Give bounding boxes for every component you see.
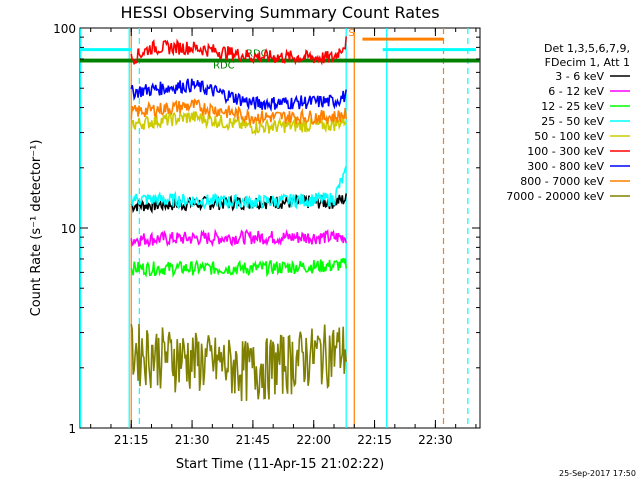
- y-tick-label: 1: [68, 422, 76, 436]
- series-line: [130, 257, 347, 278]
- x-tick-label: 21:30: [175, 433, 210, 447]
- series-line: [130, 78, 347, 112]
- chart-title: HESSI Observing Summary Count Rates: [120, 3, 439, 22]
- legend-entry-label: 800 - 7000 keV: [520, 175, 604, 188]
- x-tick-label: 21:15: [114, 433, 149, 447]
- legend-entry-label: 7000 - 20000 keV: [506, 190, 604, 203]
- legend-header: Det 1,3,5,6,7,9,: [544, 42, 630, 55]
- y-tick-label: 100: [53, 22, 76, 36]
- series-line: [130, 165, 347, 210]
- flag-label: S: [348, 28, 354, 39]
- y-axis-label: Count Rate (s⁻¹ detector⁻¹): [29, 140, 44, 317]
- series-line: [130, 323, 347, 402]
- series-line: [130, 110, 347, 137]
- legend-entry-label: 50 - 100 keV: [534, 130, 604, 143]
- series-line: [130, 98, 347, 126]
- x-tick-label: 21:45: [236, 433, 271, 447]
- x-tick-label: 22:30: [418, 433, 453, 447]
- flag-label: RDC: [213, 60, 235, 71]
- y-tick-label: 10: [61, 222, 76, 236]
- legend-entry-label: 6 - 12 keV: [548, 85, 604, 98]
- legend-entry-label: 3 - 6 keV: [555, 70, 604, 83]
- footer-timestamp: 25-Sep-2017 17:50: [559, 469, 636, 478]
- legend-entry-label: 25 - 50 keV: [541, 115, 604, 128]
- legend: Det 1,3,5,6,7,9,FDecim 1, Att 13 - 6 keV…: [506, 42, 630, 203]
- x-tick-label: 22:00: [296, 433, 331, 447]
- legend-entry-label: 12 - 25 keV: [541, 100, 604, 113]
- legend-entry-label: 100 - 300 keV: [527, 145, 604, 158]
- series-line: [130, 228, 347, 248]
- series-line: [130, 36, 347, 66]
- x-axis-label: Start Time (11-Apr-15 21:02:22): [176, 457, 384, 472]
- legend-header: FDecim 1, Att 1: [545, 56, 630, 69]
- legend-entry-label: 300 - 800 keV: [527, 160, 604, 173]
- x-tick-label: 22:15: [357, 433, 392, 447]
